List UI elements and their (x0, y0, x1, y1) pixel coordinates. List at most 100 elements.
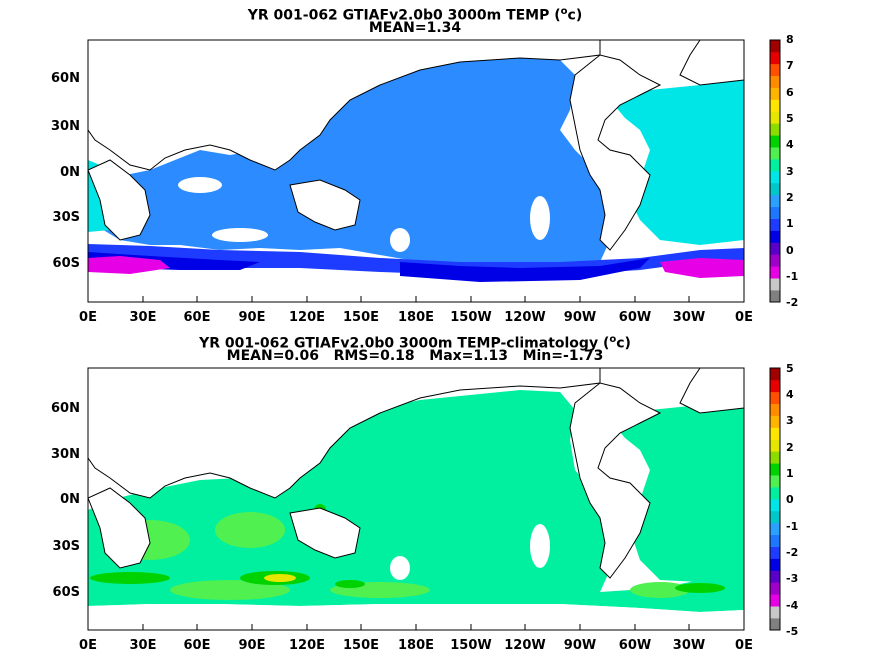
colorbar-segment (770, 379, 780, 393)
colorbar-segment (770, 534, 780, 547)
colorbar-segment (770, 368, 780, 381)
colorbar-segment (770, 391, 780, 405)
p2-cbar-label: -5 (786, 625, 798, 638)
colorbar-segment (770, 546, 780, 559)
colorbar-segment (770, 618, 780, 631)
colorbar-segment (770, 206, 780, 219)
colorbar-segment (770, 40, 780, 53)
p2-xtick-label: 30E (130, 638, 157, 653)
panel1-ocean-islands (178, 177, 550, 252)
p1-xtick-label: 150W (450, 310, 491, 325)
colorbar-segment (770, 403, 780, 416)
p1-ytick-label: 30S (53, 210, 80, 225)
colorbar-segment (770, 242, 780, 255)
colorbar-segment (770, 415, 780, 428)
panel2-atlantic-field (610, 402, 744, 582)
p1-cbar-label: 0 (786, 244, 794, 257)
panel2-yellow-hotspot (264, 574, 296, 582)
colorbar-segment (770, 475, 780, 488)
colorbar-segment (770, 218, 780, 231)
panel1-pacific-indian-field (95, 58, 615, 262)
p2-xtick-label: 60W (619, 638, 651, 653)
colorbar-segment (770, 499, 780, 512)
colorbar-segment (770, 570, 780, 583)
panel2-colorbar (769, 367, 781, 631)
p1-cbar-label: -1 (786, 270, 798, 283)
p1-cbar-label: 3 (786, 165, 794, 178)
panel1-colorbar-labels: 8 7 6 5 4 3 2 1 0 -1 -2 (786, 33, 798, 309)
panel1-atlantic-field (610, 80, 744, 245)
colorbar-segment (770, 230, 780, 243)
colorbar-segment (770, 278, 780, 291)
p2-cbar-label: 5 (786, 362, 794, 375)
colorbar-segment (770, 254, 780, 267)
panel2-subtitle: MEAN=0.06 RMS=0.18 Max=1.13 Min=-1.73 (226, 348, 604, 364)
p1-cbar-label: 7 (786, 59, 794, 72)
panel2-x-labels: 0E 30E 60E 90E 120E 150E 180E 150W 120W … (79, 638, 753, 653)
panel1-southern-ocean-deepblue (88, 252, 650, 282)
p1-xtick-label: 0E (79, 310, 97, 325)
colorbar-segment (770, 63, 780, 77)
p1-xtick-label: 150E (343, 310, 379, 325)
p2-ytick-label: 60S (53, 585, 80, 600)
panel2-title-sup: o (609, 334, 617, 345)
p2-xtick-label: 90W (564, 638, 596, 653)
p2-ytick-label: 30S (53, 539, 80, 554)
p2-cbar-label: 3 (786, 414, 794, 427)
p2-xtick-label: 60E (184, 638, 211, 653)
panel2-colorbar-labels: 5 4 3 2 1 0 -1 -2 -3 -4 -5 (786, 362, 799, 638)
colorbar-segment (770, 99, 780, 112)
p2-cbar-label: -4 (786, 599, 799, 612)
p2-ytick-label: 60N (51, 401, 80, 416)
panel2-title: YR 001-062 GTIAFv2.0b0 3000m TEMP-climat… (0, 331, 830, 353)
p1-ytick-label: 60S (53, 256, 80, 271)
panel1-colorbar (769, 39, 781, 303)
colorbar-segment (770, 463, 780, 476)
panel1-y-labels: 60N 30N 0N 30S 60S (51, 71, 80, 271)
p1-ytick-label: 0N (60, 165, 80, 180)
colorbar-segment (770, 111, 780, 124)
colorbar-segment (770, 159, 780, 172)
panel2-map (87, 367, 745, 631)
panel1-land (88, 40, 744, 251)
p2-cbar-label: 2 (786, 441, 794, 454)
p1-cbar-label: 1 (786, 217, 794, 230)
p2-ytick-label: 0N (60, 492, 80, 507)
p2-cbar-label: 0 (786, 493, 794, 506)
colorbar-segment (770, 606, 780, 619)
colorbar-segment (770, 290, 780, 303)
p2-xtick-label: 90E (239, 638, 266, 653)
p2-xtick-label: 180E (398, 638, 434, 653)
p1-xtick-label: 90W (564, 310, 596, 325)
panel1-map (87, 39, 745, 303)
colorbar-segment (770, 558, 780, 571)
panel1-title-sup: o (560, 6, 568, 17)
colorbar-segment (770, 135, 780, 148)
p1-xtick-label: 90E (239, 310, 266, 325)
panel1-title: YR 001-062 GTIAFv2.0b0 3000m TEMP (oc) (0, 3, 830, 25)
p1-ytick-label: 30N (51, 119, 80, 134)
colorbar-segment (770, 427, 780, 440)
colorbar-frame (769, 39, 781, 303)
p1-cbar-label: 2 (786, 191, 794, 204)
p2-cbar-label: -1 (786, 520, 798, 533)
p1-xtick-label: 60E (184, 310, 211, 325)
colorbar-frame (769, 367, 781, 631)
colorbar-segment (770, 75, 780, 88)
colorbar-segment (770, 510, 780, 524)
panel2-antarctic (88, 524, 744, 630)
panel2-title-pre: YR 001-062 GTIAFv2.0b0 3000m TEMP-climat… (199, 335, 610, 352)
p2-cbar-label: 1 (786, 467, 794, 480)
p2-cbar-label: -3 (786, 572, 798, 585)
p1-cbar-label: 4 (786, 138, 794, 151)
colorbar-segment (770, 123, 780, 136)
p1-cbar-label: 8 (786, 33, 794, 46)
p1-cbar-label: 5 (786, 112, 794, 125)
colorbar-segment (770, 194, 780, 208)
panel2-land (88, 368, 744, 579)
p2-xtick-label: 30W (673, 638, 705, 653)
p2-xtick-label: 150E (343, 638, 379, 653)
colorbar-segment (770, 487, 780, 500)
panel2-y-labels: 60N 30N 0N 30S 60S (51, 401, 80, 600)
